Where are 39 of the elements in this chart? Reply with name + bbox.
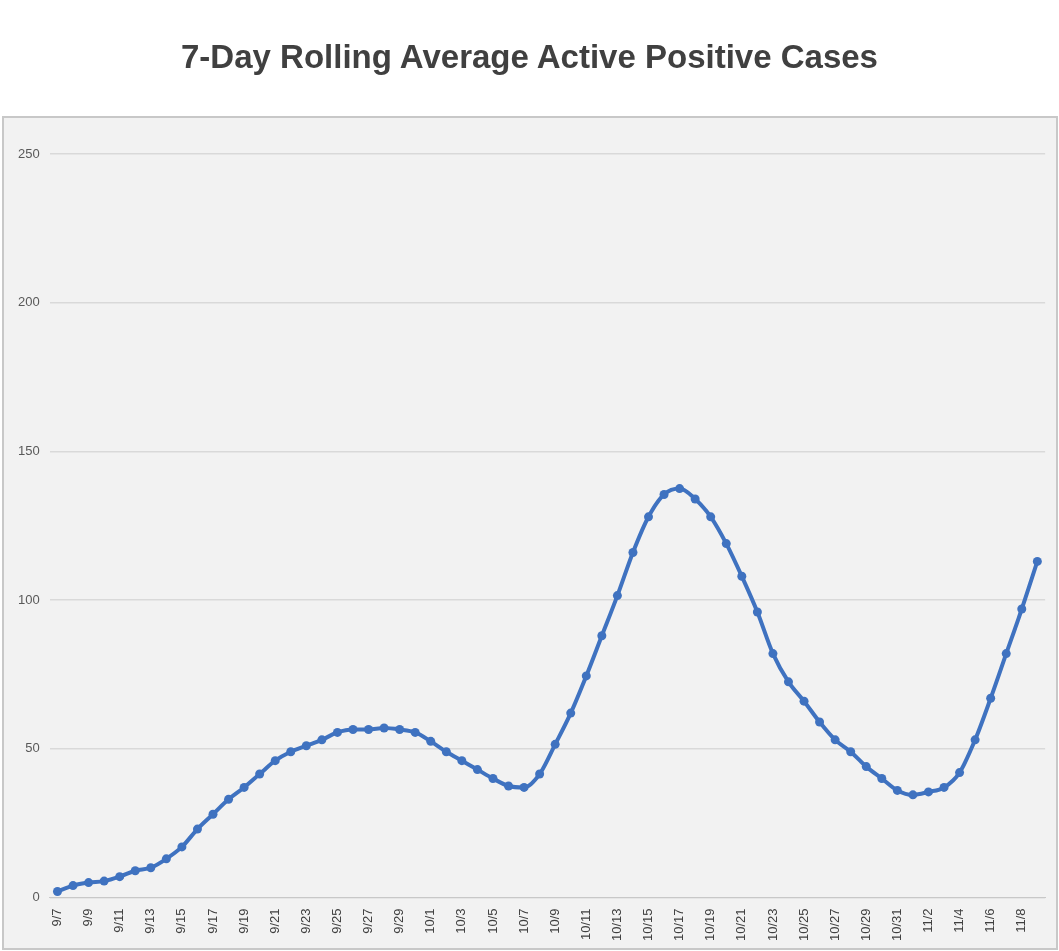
x-tick-label: 10/9 <box>546 908 562 934</box>
x-tick-label: 11/6 <box>982 908 998 933</box>
chart-title: 7-Day Rolling Average Active Positive Cases <box>180 37 879 77</box>
x-tick-label: 11/2 <box>920 908 936 933</box>
x-tick-label: 9/27 <box>360 908 376 934</box>
x-tick-label: 9/21 <box>266 908 282 934</box>
y-tick-label: 0 <box>32 889 40 905</box>
x-tick-label: 10/5 <box>484 908 500 934</box>
y-tick-label: 250 <box>17 145 40 161</box>
x-tick-label: 9/9 <box>80 908 96 927</box>
x-tick-label: 10/27 <box>826 908 842 942</box>
x-tick-label: 9/7 <box>49 908 65 927</box>
y-tick-label: 100 <box>17 591 40 607</box>
x-tick-label: 10/17 <box>671 908 687 942</box>
x-tick-label: 10/21 <box>733 908 749 942</box>
y-tick-label: 50 <box>25 740 40 756</box>
y-tick-label: 150 <box>17 442 40 458</box>
x-tick-label: 9/29 <box>391 908 407 934</box>
x-tick-label: 10/29 <box>857 908 873 942</box>
x-tick-label: 10/13 <box>608 908 624 942</box>
x-tick-label: 10/1 <box>422 908 438 934</box>
x-tick-label: 11/8 <box>1013 908 1029 933</box>
x-tick-label: 10/23 <box>764 908 780 942</box>
x-tick-label: 10/7 <box>515 908 531 934</box>
x-tick-label: 10/19 <box>702 908 718 942</box>
x-tick-label: 9/13 <box>142 908 158 934</box>
x-tick-label: 9/11 <box>111 908 127 933</box>
y-tick-label: 200 <box>17 294 40 310</box>
x-tick-label: 11/4 <box>951 908 967 933</box>
x-tick-label: 10/11 <box>577 908 593 941</box>
x-tick-label: 10/15 <box>640 908 656 942</box>
x-tick-label: 9/17 <box>204 908 220 934</box>
x-tick-label: 9/23 <box>297 908 313 934</box>
x-tick-label: 9/19 <box>235 908 251 934</box>
x-tick-label: 10/25 <box>795 908 811 942</box>
x-tick-label: 9/15 <box>173 908 189 934</box>
x-tick-label: 10/3 <box>453 908 469 934</box>
x-tick-label: 9/25 <box>329 908 345 934</box>
x-tick-label: 10/31 <box>888 908 904 942</box>
